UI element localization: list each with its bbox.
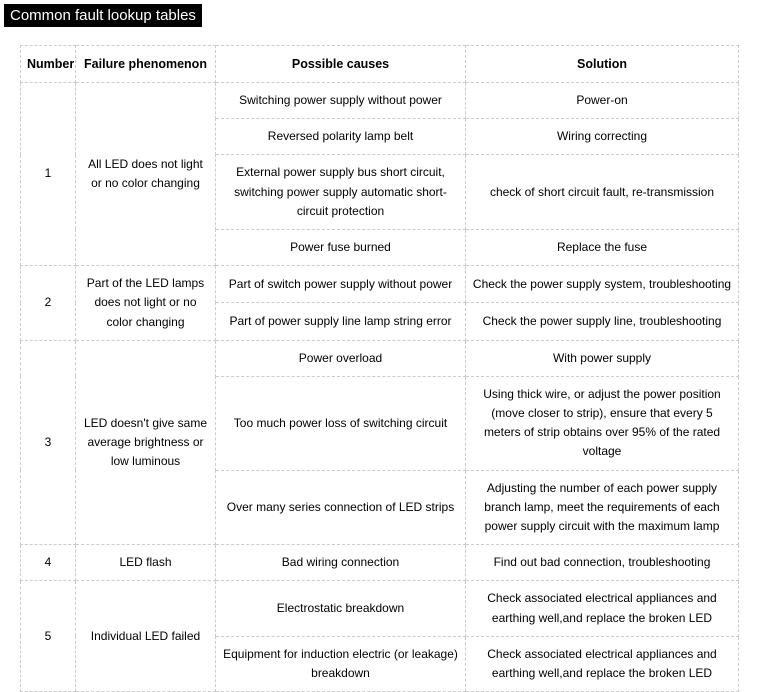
cell-cause: Reversed polarity lamp belt — [216, 119, 466, 155]
cell-solution: Power-on — [466, 83, 739, 119]
cell-cause: Switching power supply without power — [216, 83, 466, 119]
cell-number: 1 — [21, 83, 76, 266]
cell-cause: Equipment for induction electric (or lea… — [216, 636, 466, 691]
table-row: 5 Individual LED failed Electrostatic br… — [21, 581, 739, 636]
cell-cause: Electrostatic breakdown — [216, 581, 466, 636]
cell-solution: Check associated electrical appliances a… — [466, 581, 739, 636]
table-row: 3 LED doesn't give same average brightne… — [21, 340, 739, 376]
table-header-row: Number Failure phenomenon Possible cause… — [21, 46, 739, 83]
page-title: Common fault lookup tables — [4, 4, 202, 27]
cell-cause: Too much power loss of switching circuit — [216, 376, 466, 470]
fault-lookup-table: Number Failure phenomenon Possible cause… — [20, 45, 739, 692]
cell-cause: Part of switch power supply without powe… — [216, 266, 466, 303]
col-header-causes: Possible causes — [216, 46, 466, 83]
cell-number: 2 — [21, 266, 76, 341]
table-row: 2 Part of the LED lamps does not light o… — [21, 266, 739, 303]
fault-table-container: Number Failure phenomenon Possible cause… — [20, 45, 739, 692]
cell-solution: Using thick wire, or adjust the power po… — [466, 376, 739, 470]
cell-number: 5 — [21, 581, 76, 692]
cell-number: 3 — [21, 340, 76, 545]
cell-solution: Replace the fuse — [466, 229, 739, 265]
cell-cause: Bad wiring connection — [216, 545, 466, 581]
cell-solution: Check the power supply line, troubleshoo… — [466, 303, 739, 340]
col-header-failure: Failure phenomenon — [76, 46, 216, 83]
table-row: 4 LED flash Bad wiring connection Find o… — [21, 545, 739, 581]
cell-failure: LED doesn't give same average brightness… — [76, 340, 216, 545]
cell-solution: Check associated electrical appliances a… — [466, 636, 739, 691]
cell-cause: Over many series connection of LED strip… — [216, 470, 466, 545]
cell-failure: Part of the LED lamps does not light or … — [76, 266, 216, 341]
cell-cause: External power supply bus short circuit,… — [216, 155, 466, 230]
cell-solution: With power supply — [466, 340, 739, 376]
cell-number: 4 — [21, 545, 76, 581]
col-header-number: Number — [21, 46, 76, 83]
cell-failure: All LED does not light or no color chang… — [76, 83, 216, 266]
cell-cause: Power fuse burned — [216, 229, 466, 265]
cell-solution: Check the power supply system, troublesh… — [466, 266, 739, 303]
cell-failure: Individual LED failed — [76, 581, 216, 692]
cell-cause: Part of power supply line lamp string er… — [216, 303, 466, 340]
cell-solution: check of short circuit fault, re-transmi… — [466, 155, 739, 230]
col-header-solution: Solution — [466, 46, 739, 83]
cell-failure: LED flash — [76, 545, 216, 581]
cell-solution: Wiring correcting — [466, 119, 739, 155]
cell-solution: Find out bad connection, troubleshooting — [466, 545, 739, 581]
cell-solution: Adjusting the number of each power suppl… — [466, 470, 739, 545]
cell-cause: Power overload — [216, 340, 466, 376]
table-row: 1 All LED does not light or no color cha… — [21, 83, 739, 119]
